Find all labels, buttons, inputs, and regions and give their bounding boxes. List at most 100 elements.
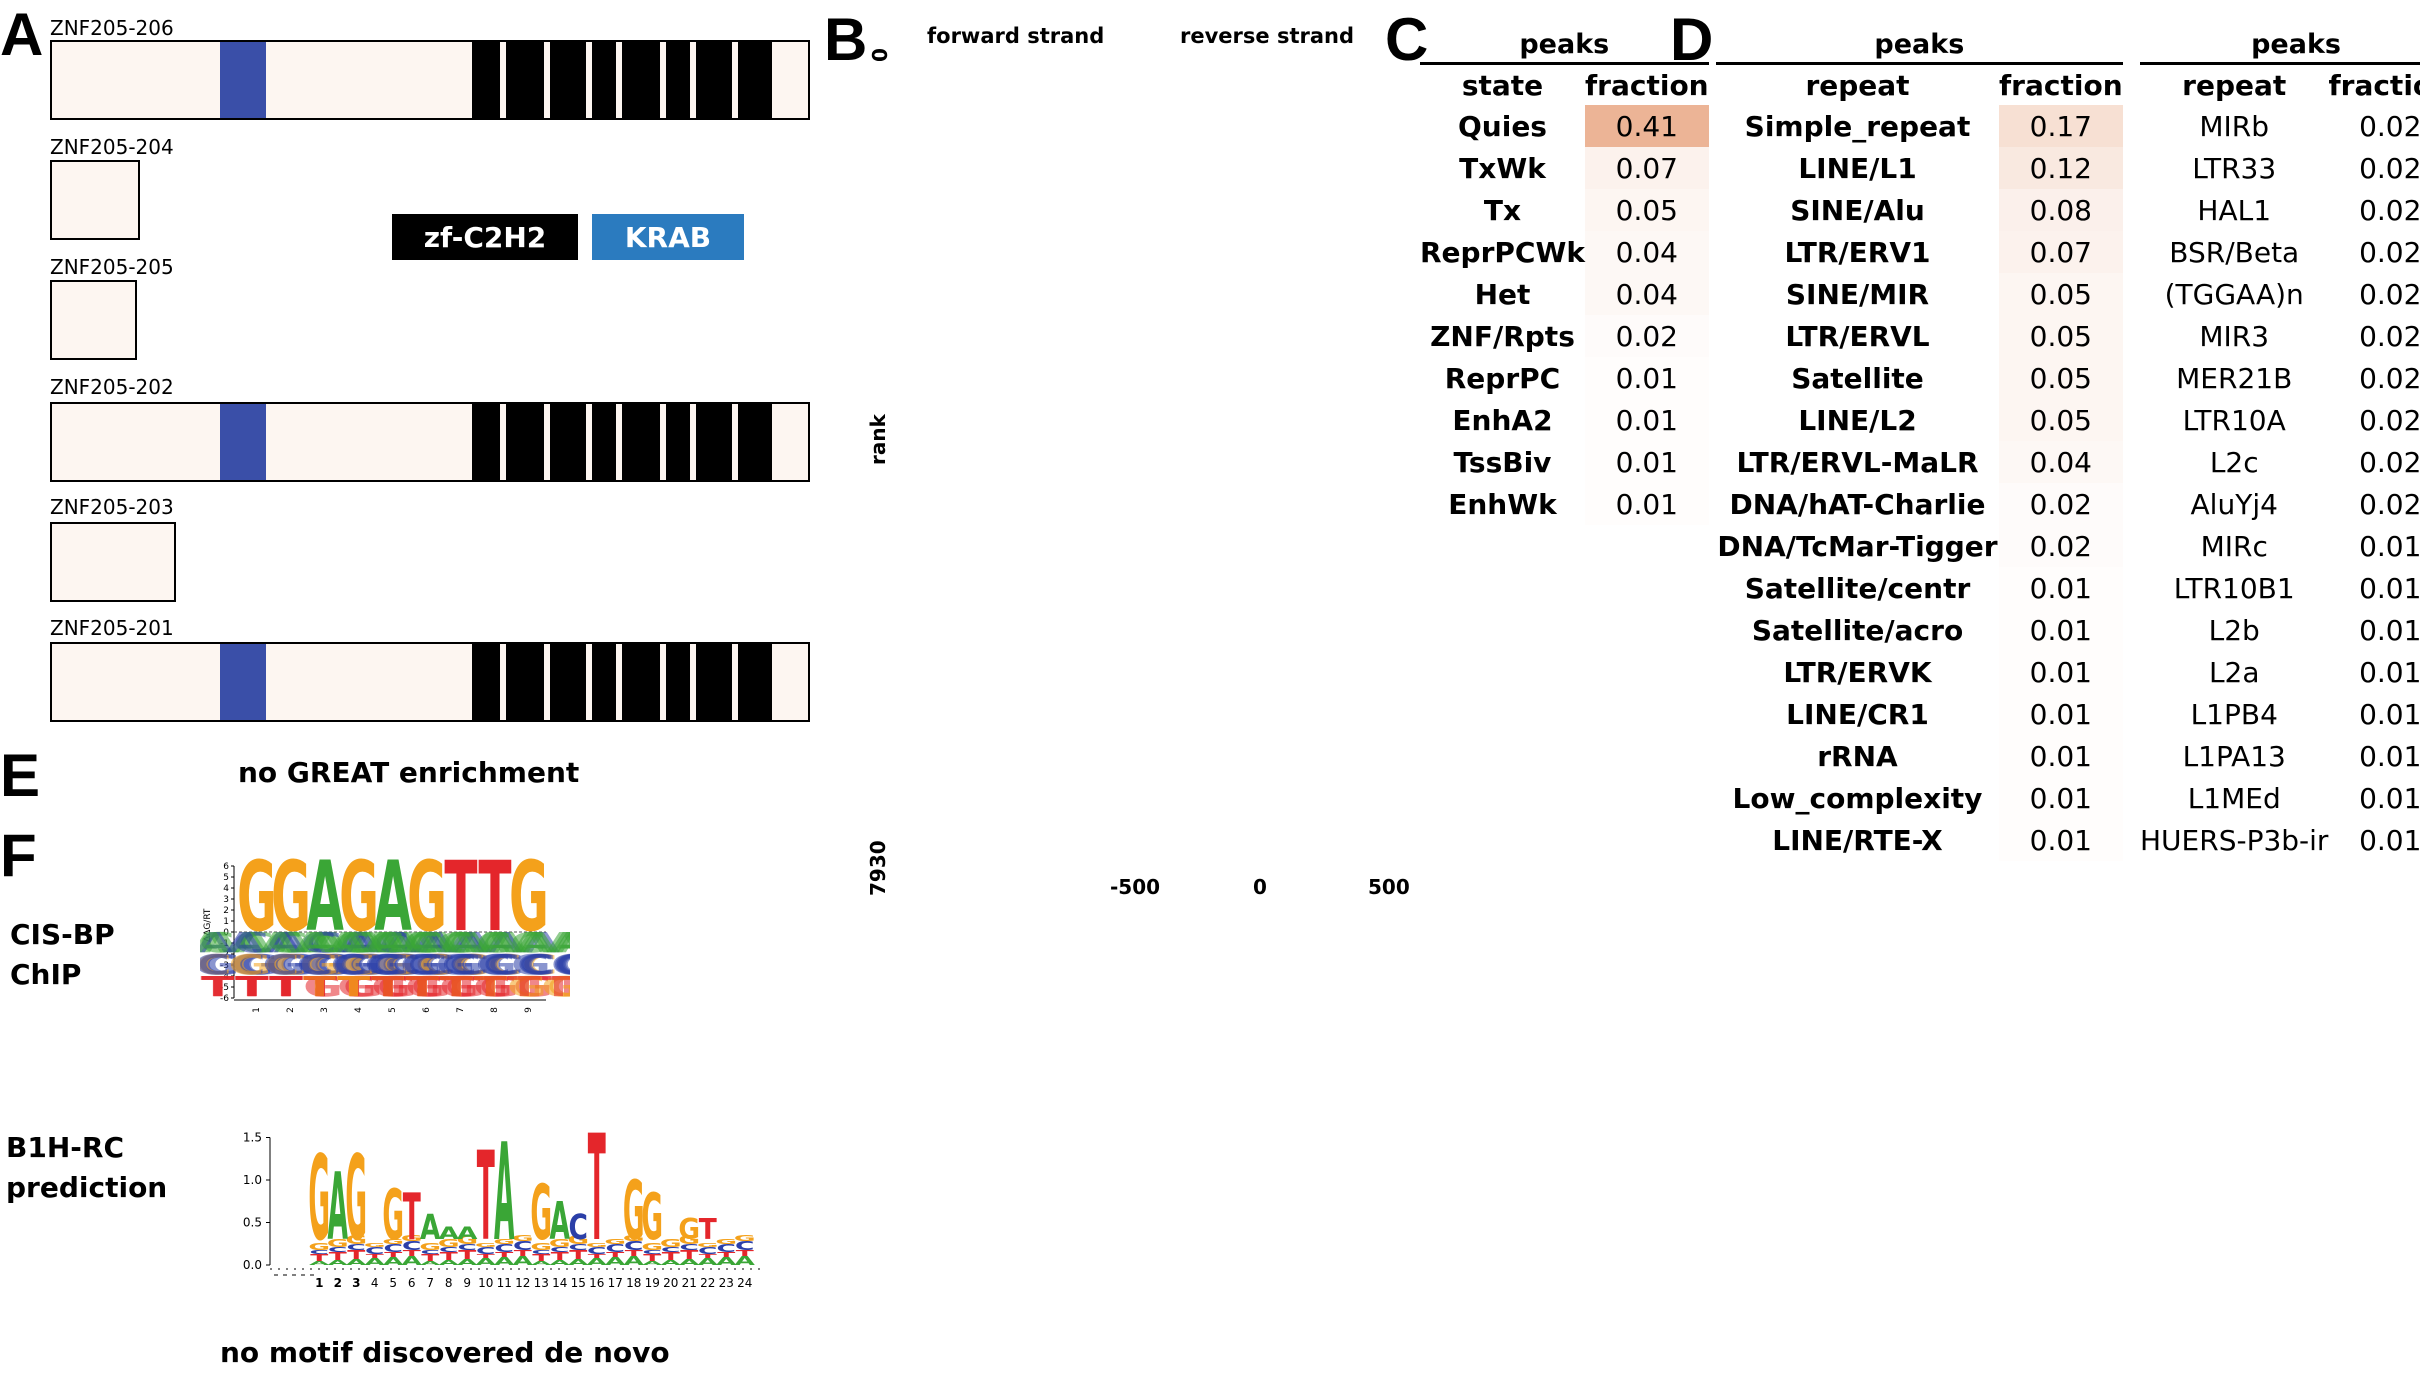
y-tick-label: -4: [220, 972, 229, 982]
logo-letter: A: [306, 842, 344, 954]
row-fraction: 0.01: [1999, 651, 2123, 693]
row-fraction: 0.17: [1999, 105, 2123, 147]
row-fraction: 0.01: [1999, 819, 2123, 861]
logo-letter-small: A: [513, 1254, 533, 1268]
row-label: LTR/ERVL-MaLR: [1736, 445, 1979, 479]
x-tick-label: 18: [626, 1276, 641, 1290]
row-label: SINE/Alu: [1790, 193, 1925, 227]
reverse-strand-label: reverse strand: [1180, 24, 1354, 48]
logo-letter: TTTTTTGGT: [200, 971, 415, 1003]
isoform-diagram: [50, 642, 810, 722]
zinc-finger-separator: [500, 404, 506, 480]
logo-letter-small: C: [439, 1246, 458, 1254]
y-tick-label: 0.5: [243, 1216, 262, 1230]
row-label: LTR10B1: [2173, 571, 2295, 605]
zinc-finger-separator: [690, 42, 696, 118]
row-fraction: 0.05: [1584, 189, 1709, 231]
logo-letter-small: T: [421, 1252, 440, 1263]
logo-letter-small: A: [568, 1257, 590, 1267]
logo-letter-small: G: [604, 1238, 626, 1246]
table-row: LTR/ERVK 0.01: [1716, 651, 2123, 693]
row-fraction: 0.07: [1999, 231, 2123, 273]
logo-letter: CCGCGCCCC: [296, 949, 570, 981]
logo-letter-small: T: [477, 1253, 495, 1260]
cisbp-label-line: ChIP: [10, 958, 82, 991]
logo-letter-small: A: [661, 1259, 682, 1267]
logo-letter: G: [530, 1170, 552, 1258]
b1h-label-line: B1H-RC: [6, 1131, 124, 1164]
row-fraction: 0.41: [1584, 105, 1709, 147]
logo-letter-small: T: [625, 1248, 644, 1258]
zinc-finger-domains: [472, 42, 772, 118]
isoform-diagram: [50, 402, 810, 482]
logo-letter: AACACAAAA: [294, 927, 570, 959]
table-row: EnhWk 0.01: [1420, 483, 1709, 525]
logo-letter-small: C: [606, 1242, 625, 1255]
row-fraction: 0.04: [1584, 273, 1709, 315]
zinc-finger-separator: [544, 644, 550, 720]
table-group-header: peaks: [1420, 26, 1709, 65]
column-header-fraction: fraction: [2328, 68, 2420, 102]
row-label: LINE/L2: [1798, 403, 1917, 437]
table-row: L1PB4 0.01: [2140, 693, 2420, 735]
table-row: HAL1 0.02: [2140, 189, 2420, 231]
logo-letter: G: [509, 842, 549, 954]
logo-letter: A: [420, 1208, 441, 1248]
column-header-repeat: repeat: [2182, 68, 2287, 102]
row-fraction: 0.04: [1584, 231, 1709, 273]
logo-letter-small: C: [587, 1245, 606, 1256]
logo-letter: TTTTTTGGT: [200, 971, 483, 1003]
logo-letter: A: [439, 1224, 460, 1244]
zinc-finger-separator: [660, 644, 666, 720]
logo-letter: T: [699, 1213, 717, 1246]
row-fraction: 0.01: [1999, 609, 2123, 651]
row-label: Satellite/centr: [1744, 571, 1971, 605]
legend-zf-c2h2: zf-C2H2: [392, 214, 578, 260]
logo-letter-small: G: [549, 1237, 571, 1250]
table-row: L2b 0.01: [2140, 609, 2420, 651]
rank-top-tick: 0: [868, 48, 892, 62]
logo-letter-small: C: [735, 1239, 754, 1253]
x-tick-label: 4: [371, 1276, 379, 1290]
logo-letter-small: G: [530, 1241, 552, 1252]
logo-letter-small: C: [569, 1242, 588, 1252]
logo-letter: CCGCGCCCC: [200, 949, 490, 981]
row-label: LTR/ERV1: [1784, 235, 1931, 269]
isoform-diagram: [50, 40, 810, 120]
table-row: L2a 0.01: [2140, 651, 2420, 693]
logo-letter-small: C: [347, 1242, 366, 1252]
logo-letter-small: G: [697, 1242, 719, 1249]
logo-letter-small: T: [310, 1252, 329, 1263]
logo-letter-small: C: [624, 1239, 643, 1253]
x-tick-label: 1: [252, 1007, 262, 1013]
row-label: Simple_repeat: [1744, 109, 1971, 143]
zinc-finger-separator: [690, 404, 696, 480]
logo-letter-small: A: [420, 1260, 441, 1267]
row-fraction: 0.02: [2359, 403, 2420, 437]
logo-letter-small: T: [384, 1251, 403, 1259]
row-label: Het: [1474, 277, 1531, 311]
x-tick-label: 12: [515, 1276, 530, 1290]
logo-letter-small: A: [587, 1256, 608, 1267]
x-tick-label: 11: [497, 1276, 512, 1290]
x-tick-label: 6: [408, 1276, 416, 1290]
zinc-finger-separator: [732, 404, 738, 480]
logo-letter: AACACAAAA: [260, 927, 570, 959]
logo-letter: TTTTTTGGT: [201, 971, 517, 1003]
row-fraction: 0.05: [1999, 315, 2123, 357]
row-fraction: 0.01: [1584, 357, 1709, 399]
logo-letter-small: C: [495, 1242, 514, 1255]
x-tick-label: 8: [490, 1007, 500, 1013]
table-row: L1PA13 0.01: [2140, 735, 2420, 777]
logo-letter: CCGCGCCCC: [200, 949, 524, 981]
row-fraction: 0.02: [2359, 361, 2420, 395]
logo-letter: AACACAAAA: [328, 927, 570, 959]
logo-letter: G: [641, 1180, 663, 1254]
row-fraction: 0.02: [2359, 445, 2420, 479]
zinc-finger-separator: [500, 42, 506, 118]
row-fraction: 0.01: [1999, 777, 2123, 819]
table-row: Simple_repeat 0.17: [1716, 105, 2123, 147]
x-tick-label: 5: [388, 1007, 398, 1013]
y-tick-label: 0.0: [243, 1258, 262, 1272]
row-fraction: 0.02: [2359, 277, 2420, 311]
